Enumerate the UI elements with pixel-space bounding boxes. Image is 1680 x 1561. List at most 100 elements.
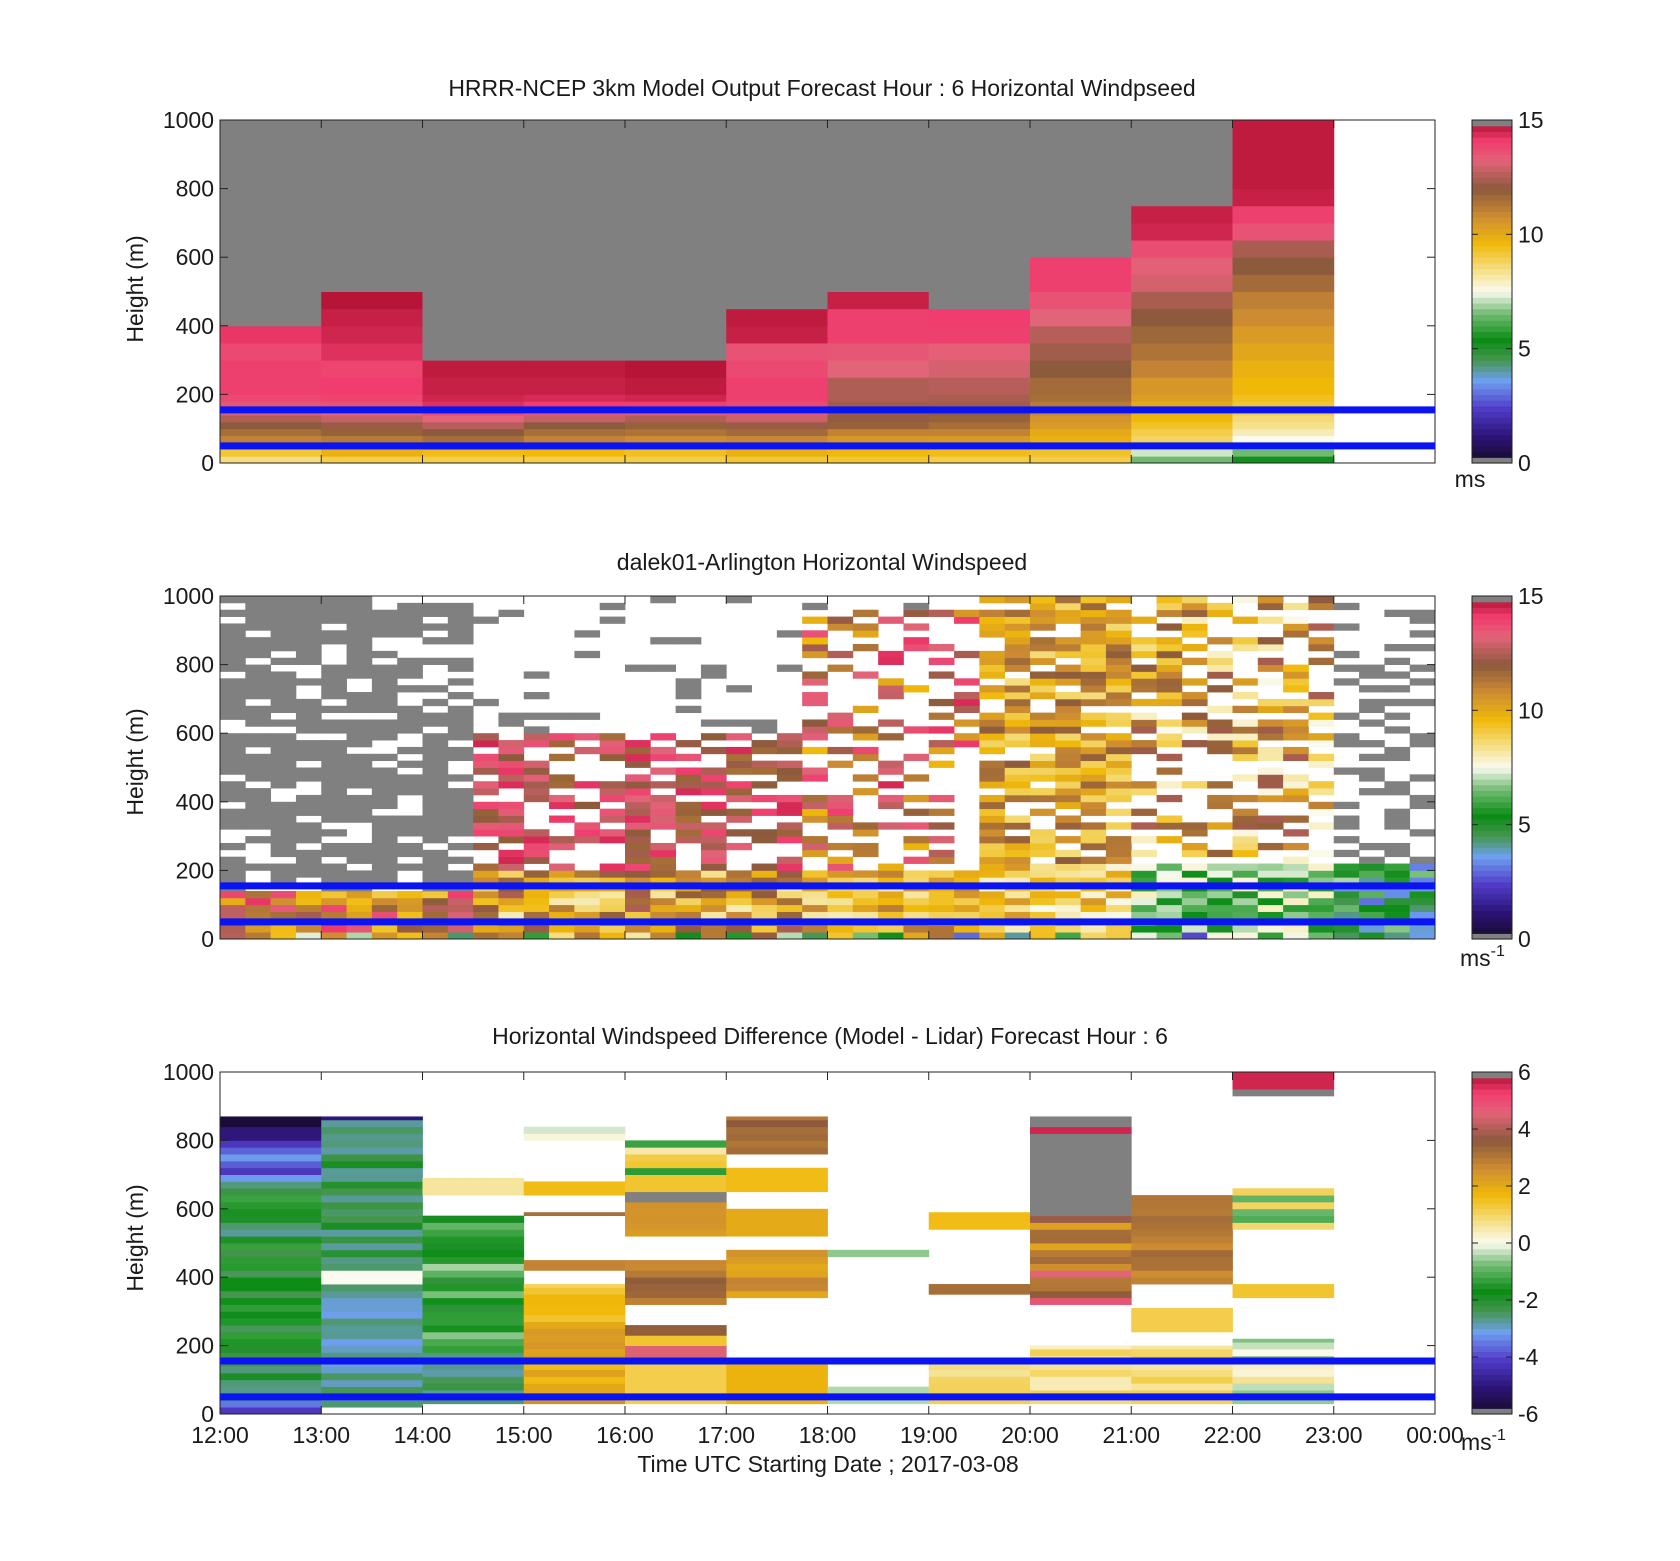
unit-exponent: -1 — [1492, 1427, 1506, 1444]
heatmap-cell — [1030, 911, 1056, 919]
heatmap-cell — [523, 932, 550, 940]
heatmap-cell — [447, 925, 474, 933]
heatmap-cell — [321, 781, 347, 789]
heatmap-cell — [1409, 863, 1436, 871]
heatmap-cell — [1131, 456, 1233, 464]
heatmap-cell — [498, 863, 525, 871]
heatmap-cell — [928, 1362, 1031, 1370]
heatmap-cell — [220, 1270, 322, 1278]
heatmap-cell — [928, 794, 955, 803]
heatmap-cell — [270, 932, 297, 940]
y-tick-label: 200 — [176, 381, 214, 407]
heatmap-cell — [1030, 1222, 1132, 1230]
colorbar-segment — [1472, 160, 1512, 167]
heatmap-cell — [1004, 870, 1031, 878]
heatmap-cell — [1004, 644, 1031, 652]
heatmap-cell — [321, 596, 347, 604]
heatmap-cell — [802, 932, 828, 940]
heatmap-cell — [422, 657, 449, 665]
heatmap-cell — [321, 1311, 423, 1319]
heatmap-cell — [523, 897, 550, 906]
heatmap-cell — [1131, 1369, 1233, 1377]
heatmap-cell — [1131, 740, 1157, 748]
heatmap-cell — [1080, 637, 1107, 645]
heatmap-cell — [726, 414, 828, 423]
heatmap-cell — [220, 1372, 322, 1381]
heatmap-cell — [1030, 836, 1056, 844]
heatmap-cell — [321, 1222, 423, 1230]
heatmap-cell — [270, 616, 297, 624]
heatmap-cell — [979, 692, 1006, 700]
heatmap-cell — [523, 760, 550, 768]
heatmap-cell — [321, 808, 347, 816]
heatmap-cell — [523, 1383, 626, 1391]
heatmap-cell — [1308, 657, 1335, 665]
heatmap-cell — [650, 842, 677, 851]
heatmap-cell — [1030, 1154, 1132, 1162]
heatmap-cell — [675, 925, 702, 933]
colorbar-segment — [1472, 320, 1512, 327]
heatmap-cell — [928, 1369, 1031, 1377]
heatmap-cell — [852, 733, 879, 741]
heatmap-cell — [321, 1297, 423, 1305]
heatmap-cell — [802, 637, 828, 645]
heatmap-cell — [625, 1396, 727, 1405]
heatmap-cell — [726, 342, 828, 361]
colorbar-segment — [1472, 274, 1512, 281]
heatmap-cell — [1080, 863, 1107, 871]
heatmap-cell — [270, 678, 297, 686]
heatmap-cell — [346, 623, 373, 631]
heatmap-cell — [928, 808, 955, 816]
heatmap-cell — [1232, 1342, 1335, 1350]
heatmap-cell — [1080, 650, 1107, 659]
heatmap-cell — [1004, 890, 1031, 899]
heatmap-cell — [599, 836, 626, 844]
heatmap-cell — [954, 740, 980, 748]
heatmap-cell — [549, 932, 575, 940]
heatmap-cell — [321, 1167, 423, 1175]
heatmap-cell — [1131, 863, 1157, 871]
heatmap-cell — [979, 685, 1006, 693]
colorbar-segment — [1472, 618, 1512, 626]
heatmap-cell — [1409, 904, 1436, 912]
heatmap-cell — [321, 342, 423, 361]
heatmap-cell — [220, 1147, 322, 1155]
heatmap-cell — [220, 788, 246, 796]
heatmap-cell — [270, 767, 297, 775]
heatmap-cell — [979, 712, 1006, 720]
heatmap-cell — [650, 808, 677, 816]
heatmap-cell — [625, 377, 727, 395]
heatmap-cell — [245, 671, 272, 679]
heatmap-cell — [1030, 342, 1132, 361]
heatmap-cell — [523, 842, 550, 851]
heatmap-cell — [1232, 1396, 1335, 1405]
heatmap-cell — [599, 733, 626, 741]
colorbar-segment — [1472, 813, 1512, 820]
heatmap-cell — [422, 428, 525, 437]
heatmap-cell — [827, 801, 854, 810]
heatmap-cell — [1105, 712, 1132, 720]
heatmap-cell — [878, 870, 904, 878]
x-tick-label: 15:00 — [495, 1422, 553, 1448]
heatmap-cell — [1105, 623, 1132, 631]
heatmap-cell — [422, 781, 449, 789]
heatmap-cell — [1055, 801, 1082, 810]
colorbar-segment — [1472, 790, 1512, 797]
x-axis-label: Time UTC Starting Date ; 2017-03-08 — [637, 1451, 1018, 1477]
heatmap-cell — [1055, 733, 1082, 741]
heatmap-cell — [498, 822, 525, 830]
heatmap-cell — [295, 596, 322, 604]
heatmap-cell — [1359, 856, 1385, 864]
heatmap-cell — [245, 644, 272, 652]
heatmap-cell — [852, 904, 879, 912]
heatmap-cell — [321, 925, 347, 933]
x-tick-label: 23:00 — [1305, 1422, 1363, 1448]
heatmap-cell — [220, 650, 246, 659]
colorbar-segment — [1472, 457, 1512, 464]
heatmap-cell — [1156, 609, 1183, 617]
heatmap-cell — [220, 1243, 322, 1251]
colorbar-segment — [1472, 211, 1512, 218]
heatmap-cell — [1030, 1277, 1132, 1285]
heatmap-cell — [903, 856, 930, 864]
heatmap-cell — [852, 774, 879, 782]
